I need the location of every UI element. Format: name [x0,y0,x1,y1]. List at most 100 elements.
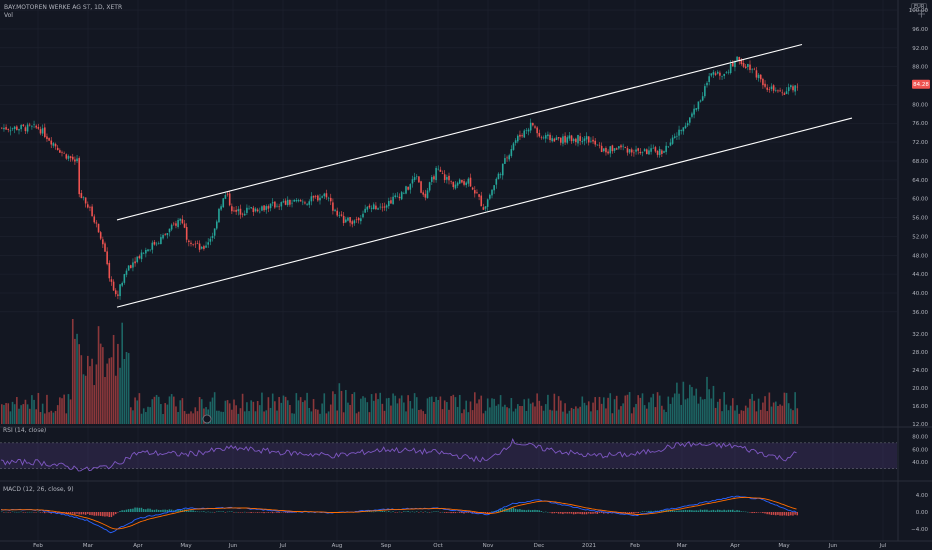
candle [532,122,534,127]
candle [600,142,603,153]
candle [188,239,190,247]
volume-bar [532,402,534,424]
volume-bar [254,411,257,424]
volume-bar [256,400,259,424]
volume-bar [779,404,781,424]
candle [768,86,771,93]
candle [329,193,332,206]
candle [510,145,513,158]
candles [1,56,799,300]
volume-bar [686,398,689,424]
volume-bar [643,405,646,424]
volume-bar [596,410,599,424]
volume-bar [585,405,588,424]
volume-bar [246,402,248,424]
volume-bar [433,401,435,424]
candle [286,196,289,207]
x-tick-label: Feb [33,543,43,549]
volume-bar [372,400,375,424]
candle [392,192,394,205]
volume-bars [1,318,799,424]
rsi-band [0,442,897,469]
volume-bar [97,326,100,424]
volume-bar [26,404,29,424]
candle [218,207,220,223]
candle [607,149,609,155]
candle [222,198,225,208]
volume-bar [127,353,130,424]
candle [701,92,704,102]
candle [787,83,790,95]
candle [231,203,233,214]
candle [783,91,786,95]
volume-bar [142,408,145,424]
volume-bar [794,392,796,424]
candle [108,260,111,282]
volume-bar [370,394,373,424]
candle [630,147,633,157]
volume-bar [540,405,543,424]
candle [80,189,83,199]
volume-bar [506,407,508,424]
candle [48,137,50,141]
candle [527,127,530,136]
volume-bar [218,410,220,424]
event-marker[interactable] [202,414,212,424]
volume-bar [74,338,76,424]
volume-bar [76,333,78,424]
volume-bar [480,395,483,424]
volume-bar [390,405,392,424]
candle [3,124,5,132]
candle [566,135,569,145]
volume-bar [243,411,246,424]
candle [121,281,123,288]
candle [308,199,311,208]
volume-bar [544,404,547,424]
volume-bar [188,413,190,424]
candle [405,185,407,195]
volume-bar [289,404,291,424]
pane-settings-icon[interactable] [918,10,925,18]
candle [127,265,130,271]
candle [99,230,102,241]
macd-tick-label: 0.00 [916,510,929,516]
volume-bar [716,401,719,424]
candle [377,207,379,210]
candle [134,257,136,267]
volume-bar [699,396,702,424]
volume-bar [157,396,160,424]
candle [467,177,470,187]
volume-bar [52,412,55,424]
candle [110,276,113,286]
volume-bar [263,411,265,424]
volume-bar [607,397,609,424]
volume-bar [697,403,700,424]
volume-bar [564,403,566,424]
candle [381,202,384,212]
candle [360,215,362,225]
volume-bar [226,400,229,424]
rsi-band-lines [0,442,897,469]
volume-bar [628,392,631,424]
candle [114,288,117,297]
candle [706,81,708,88]
candle [177,218,179,229]
candle [317,194,319,202]
volume-bar [420,409,422,424]
candle [736,56,738,62]
candle [742,59,745,69]
candle [484,206,487,212]
volume-bar [106,363,108,424]
volume-bar [493,398,495,424]
volume-bar [119,367,121,424]
volume-bar [5,403,7,424]
candle [710,73,713,78]
candle [708,72,710,86]
volume-bar [80,355,83,424]
candle [33,120,35,129]
candle [598,142,601,149]
volume-bar [241,393,244,424]
x-tick-label: Jun [828,543,838,549]
candle [491,189,493,199]
